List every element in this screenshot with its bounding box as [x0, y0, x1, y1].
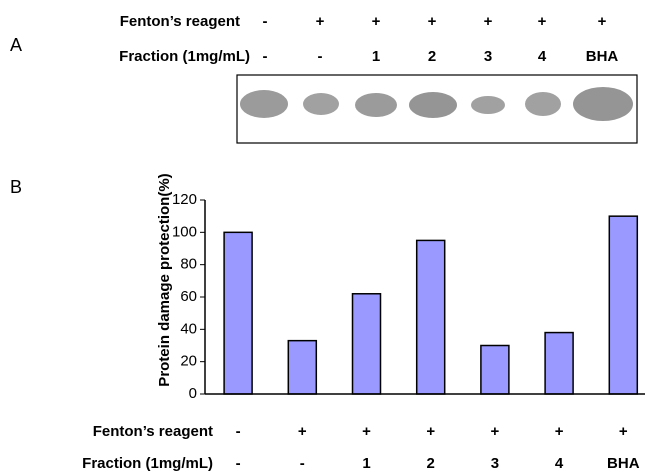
lane-label: 1 [372, 48, 380, 65]
y-tick-label: 40 [180, 320, 197, 337]
x-tick-label: + [298, 423, 307, 440]
figure: A B Protein damage protection(%) Fenton’… [0, 0, 652, 474]
x-tick-label: + [491, 423, 500, 440]
x-tick-label: + [426, 423, 435, 440]
panel-label: B [10, 177, 22, 197]
x-tick-label: 4 [555, 455, 564, 472]
bar [609, 216, 637, 394]
y-tick-label: 0 [189, 385, 197, 402]
y-tick-label: 100 [172, 223, 197, 240]
x-tick-label: - [300, 455, 305, 472]
x-tick-label: + [555, 423, 564, 440]
bar [353, 294, 381, 394]
row-label: Fraction (1mg/mL) [82, 455, 213, 472]
lane-label: - [263, 13, 268, 30]
bar [545, 333, 573, 394]
lane-label: + [598, 13, 607, 30]
x-tick-label: BHA [607, 455, 640, 472]
lane-label: - [263, 48, 268, 65]
gel-band [240, 90, 288, 118]
x-tick-label: 1 [362, 455, 370, 472]
lane-label: + [538, 13, 547, 30]
x-tick-label: + [619, 423, 628, 440]
gel-band [355, 93, 397, 117]
lane-label: BHA [586, 48, 619, 65]
lane-label: + [484, 13, 493, 30]
y-tick-label: 120 [172, 191, 197, 208]
gel-band [573, 87, 633, 121]
gel-band [303, 93, 339, 115]
lane-label: + [372, 13, 381, 30]
row-label: Fenton’s reagent [93, 423, 213, 440]
lane-label: 3 [484, 48, 492, 65]
lane-label: - [318, 48, 323, 65]
x-tick-label: - [236, 423, 241, 440]
lane-label: + [428, 13, 437, 30]
gel-band [471, 96, 505, 114]
bar [288, 341, 316, 394]
lane-label: 2 [428, 48, 436, 65]
x-tick-label: 2 [427, 455, 435, 472]
x-tick-label: 3 [491, 455, 499, 472]
y-tick-label: 20 [180, 353, 197, 370]
x-tick-label: - [236, 455, 241, 472]
panel-label: A [10, 35, 22, 55]
gel-band [409, 92, 457, 118]
bar [417, 240, 445, 394]
y-axis-label: Protein damage protection(%) [156, 173, 173, 386]
gel-band [525, 92, 561, 116]
x-tick-label: + [362, 423, 371, 440]
row-label: Fraction (1mg/mL) [119, 48, 250, 65]
bar [224, 232, 252, 394]
y-tick-label: 80 [180, 256, 197, 273]
lane-label: 4 [538, 48, 547, 65]
row-label: Fenton’s reagent [120, 13, 240, 30]
lane-label: + [316, 13, 325, 30]
bar [481, 346, 509, 395]
y-tick-label: 60 [180, 288, 197, 305]
